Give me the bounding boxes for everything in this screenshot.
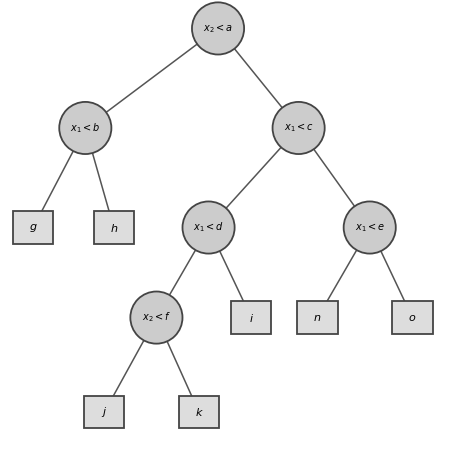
FancyBboxPatch shape	[298, 301, 337, 334]
FancyBboxPatch shape	[84, 396, 124, 428]
Text: $o$: $o$	[408, 312, 417, 323]
FancyBboxPatch shape	[392, 301, 432, 334]
Text: $h$: $h$	[109, 221, 118, 234]
Circle shape	[273, 102, 325, 154]
FancyBboxPatch shape	[231, 301, 271, 334]
Text: $n$: $n$	[313, 312, 322, 323]
FancyBboxPatch shape	[13, 211, 54, 244]
Text: $i$: $i$	[249, 311, 254, 324]
Circle shape	[344, 201, 396, 254]
Text: $x_1 < c$: $x_1 < c$	[283, 121, 314, 135]
Text: $x_2 < f$: $x_2 < f$	[142, 310, 171, 325]
Circle shape	[130, 292, 182, 344]
Text: $k$: $k$	[195, 406, 203, 419]
Text: $x_1 < d$: $x_1 < d$	[193, 220, 224, 235]
FancyBboxPatch shape	[179, 396, 219, 428]
Text: $g$: $g$	[29, 221, 37, 234]
Text: $x_1 < e$: $x_1 < e$	[355, 221, 385, 234]
Circle shape	[192, 2, 244, 55]
Text: $j$: $j$	[101, 405, 108, 419]
Circle shape	[59, 102, 111, 154]
Text: $x_1 < b$: $x_1 < b$	[70, 121, 100, 135]
Circle shape	[182, 201, 235, 254]
Text: $x_2 < a$: $x_2 < a$	[203, 22, 233, 35]
FancyBboxPatch shape	[93, 211, 134, 244]
